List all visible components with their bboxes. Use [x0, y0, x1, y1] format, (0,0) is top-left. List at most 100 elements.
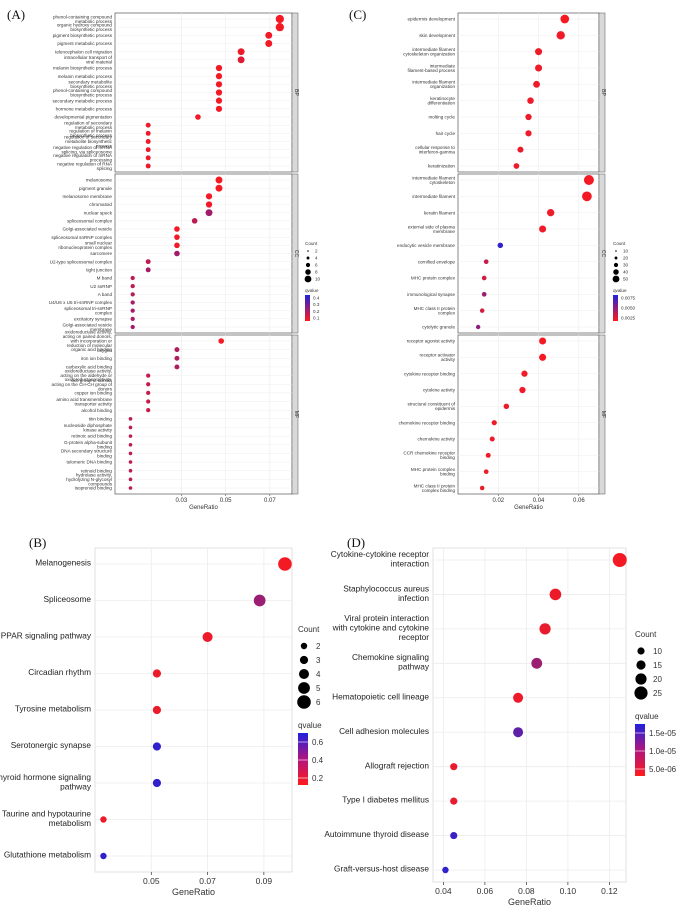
category-label-line: PPAR signaling pathway: [1, 631, 92, 641]
category-label: DNA secondary structure binding: [61, 449, 113, 459]
data-point: [560, 14, 570, 24]
data-point: [533, 80, 540, 88]
data-point: [100, 816, 107, 823]
data-point: [128, 477, 133, 482]
x-axis-title: GeneRatio: [508, 897, 551, 907]
category-label-line: metabolic process: [75, 125, 113, 130]
category-label-line: tight junction: [86, 267, 112, 272]
category-label-line: melanosome membrane: [62, 194, 112, 199]
category-label-line: U2 snRNP: [90, 284, 112, 289]
category-label-line: hydrolase activity,: [76, 472, 112, 477]
legend-color-label: 0.4: [313, 296, 320, 301]
category-label-line: isoprenoid binding: [75, 486, 113, 491]
category-label-line: pigment granule: [79, 186, 112, 191]
category-label: Autoimmune thyroid disease: [324, 829, 429, 839]
category-label-line: MHC protein complex: [411, 276, 456, 281]
legend-size-dot: [299, 669, 309, 679]
x-tick-label: 0.05: [143, 876, 160, 886]
facet-frame: [114, 334, 293, 495]
data-point: [146, 408, 151, 413]
panel-d: Cytokine-cytokine receptor interaction Sta…: [324, 547, 677, 907]
category-label-line: Autoimmune thyroid disease: [324, 829, 429, 839]
category-label-line: MHC class II protein: [414, 306, 456, 311]
category-label-line: organic acid binding: [71, 347, 112, 352]
data-point: [278, 557, 292, 571]
category-label-line: pigment biosynthetic process: [53, 33, 113, 38]
data-point: [152, 778, 162, 788]
category-label: Melanogenesis: [35, 558, 91, 568]
category-label-line: pathway: [60, 781, 92, 791]
category-label-line: MHC class II protein: [414, 483, 456, 488]
legend-size-dot: [305, 262, 311, 268]
data-point: [174, 234, 180, 240]
category-label: endocytic vesicle membrane: [397, 243, 455, 248]
facet-strip-label: MF: [293, 411, 299, 418]
category-label-line: acting on the aldehyde or: [60, 373, 112, 378]
category-label: Viral protein interaction with cytokine a…: [332, 613, 430, 642]
category-label-line: regulation of melanin: [69, 129, 112, 134]
legend-size-dot: [298, 682, 310, 694]
facet-strip-label: CC: [293, 250, 299, 258]
data-point: [497, 242, 504, 249]
category-label-line: metabolic process: [75, 19, 113, 24]
category-label-line: Cytokine-cytokine receptor: [331, 549, 429, 559]
category-label-line: intermediate filament: [412, 194, 455, 199]
category-label-line: receptor: [399, 632, 430, 642]
category-label: spliceosomal snRNP complex: [51, 235, 112, 240]
x-tick-label: 0.05: [220, 498, 232, 504]
data-point: [145, 155, 151, 161]
data-point: [475, 324, 481, 330]
x-tick-label: 0.02: [492, 498, 504, 504]
category-label: cornified envelope: [418, 259, 456, 264]
data-point: [583, 175, 594, 185]
x-tick-label: 0.10: [560, 886, 577, 896]
legend-size-dot: [300, 642, 308, 650]
category-label-line: CCR chemokine receptor: [403, 451, 455, 456]
category-label-line: interferon-gamma: [419, 150, 456, 155]
legend-color-title: qvalue: [298, 721, 322, 730]
legend-color-title: qvalue: [613, 288, 627, 293]
category-label-line: filament-based process: [408, 68, 456, 73]
category-label: retinoic acid binding: [71, 434, 112, 439]
category-label: MHC protein complex: [411, 276, 456, 281]
x-tick-label: 0.06: [573, 498, 585, 504]
category-label-line: spliceosomal snRNP complex: [51, 235, 112, 240]
category-label-line: infection: [398, 593, 429, 603]
category-label: M band: [97, 276, 113, 281]
category-label-line: DNA secondary structure: [61, 449, 113, 454]
category-label-line: epidermis: [435, 406, 456, 411]
data-point: [130, 324, 135, 330]
category-label: retinoid binding: [81, 468, 113, 473]
category-label: Cell adhesion molecules: [339, 726, 429, 736]
category-label: cytokine receptor binding: [404, 371, 456, 376]
data-point: [174, 355, 180, 361]
category-label: oxidoreductase activity, acting on the CH…: [51, 377, 112, 391]
category-label: structural constituent of epidermis: [408, 402, 456, 412]
data-point: [489, 436, 495, 442]
data-point: [100, 852, 107, 860]
category-label: nuclear speck: [84, 210, 113, 215]
category-label: Golgi-associated vesicle membrane: [62, 322, 112, 332]
category-label-line: cellular response to: [415, 145, 455, 150]
legend-size-label: 4: [316, 670, 321, 679]
category-label: PPAR signaling pathway: [1, 631, 92, 641]
category-label-line: compounds: [88, 482, 112, 487]
legend-color-label: 0.1: [313, 316, 320, 321]
category-label: sarcomere: [90, 251, 112, 256]
legend-color-label: 0.0050: [621, 306, 635, 311]
legend-size-title: Count: [298, 625, 320, 634]
category-label: receptor activator activity: [420, 353, 456, 363]
data-point: [539, 225, 547, 233]
category-label-line: oxidoreductase activity,: [65, 369, 112, 374]
data-point: [174, 226, 180, 232]
data-point: [556, 31, 565, 40]
category-label-line: differentiation: [428, 101, 456, 106]
data-point: [513, 727, 524, 738]
category-label: negative regulation of mRNA processing: [53, 153, 113, 163]
data-point: [525, 113, 532, 121]
category-label: Type I diabetes mellitus: [342, 795, 429, 805]
data-point: [146, 390, 151, 396]
legend-size-label: 4: [315, 256, 318, 261]
category-label-line: pathway: [398, 662, 430, 672]
